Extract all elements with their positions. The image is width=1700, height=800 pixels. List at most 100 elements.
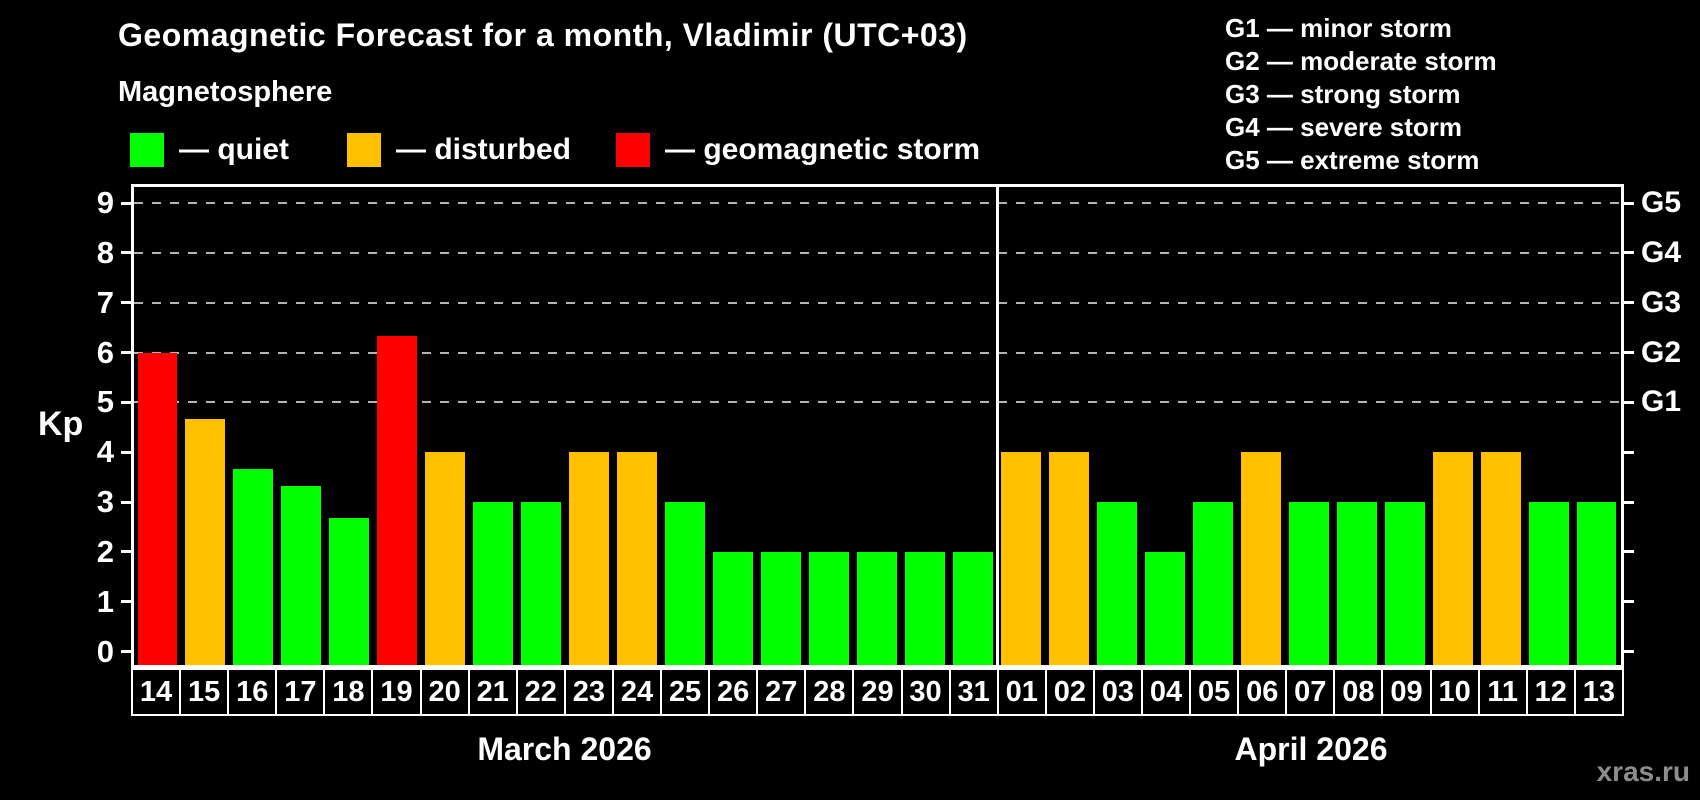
kp-bar-31 (952, 551, 993, 665)
y-tick-right-6 (1624, 351, 1634, 355)
kp-bar-27 (761, 551, 802, 665)
y-tick-right-1 (1624, 600, 1634, 604)
kp-bar-04 (1144, 551, 1185, 665)
y-tick-label-9: 9 (96, 185, 114, 221)
day-cell-12: 12 (1525, 668, 1576, 716)
day-cell-28: 28 (804, 668, 855, 716)
day-cell-04: 04 (1140, 668, 1192, 716)
day-cell-03: 03 (1092, 668, 1143, 716)
right-axis-label-g3: G3 (1641, 285, 1682, 319)
storm-swatch (616, 133, 650, 167)
y-tick-label-3: 3 (96, 484, 114, 519)
y-tick-right-3 (1624, 500, 1634, 504)
day-cell-21: 21 (467, 668, 518, 716)
y-tick-left-0 (121, 650, 131, 653)
day-cell-14: 14 (131, 668, 182, 716)
legend-item-quiet: — quiet (130, 132, 289, 168)
day-cell-27: 27 (756, 668, 807, 716)
y-tick-label-0: 0 (96, 633, 114, 669)
right-axis-label-g4: G4 (1641, 235, 1682, 269)
g-legend-line-g3: G3 — strong storm (1225, 79, 1461, 109)
y-tick-left-3 (121, 500, 131, 504)
day-cell-06: 06 (1237, 668, 1288, 716)
y-tick-right-2 (1624, 550, 1634, 554)
day-cell-07: 07 (1285, 668, 1336, 716)
day-cell-18: 18 (323, 668, 374, 716)
day-cell-11: 11 (1477, 668, 1528, 716)
y-tick-left-6 (121, 351, 131, 355)
kp-bar-03 (1096, 502, 1137, 665)
day-cell-01: 01 (996, 668, 1047, 716)
y-tick-left-1 (121, 600, 131, 604)
day-cell-15: 15 (179, 668, 230, 716)
kp-bar-29 (857, 551, 897, 665)
y-tick-label-2: 2 (96, 533, 114, 569)
watermark: xras.ru (1596, 756, 1690, 787)
day-cell-05: 05 (1189, 668, 1240, 716)
kp-bar-13 (1576, 502, 1617, 665)
y-tick-label-6: 6 (96, 334, 114, 370)
right-axis-label-g5: G5 (1641, 186, 1682, 220)
kp-bar-07 (1288, 502, 1329, 665)
kp-bar-15 (185, 418, 226, 665)
month-label-april: April 2026 (1234, 731, 1388, 767)
y-tick-right-5 (1624, 400, 1634, 404)
kp-bar-25 (665, 502, 706, 665)
g-legend-line-g2: G2 — moderate storm (1225, 46, 1497, 76)
day-cell-13: 13 (1573, 668, 1624, 716)
y-tick-label-4: 4 (96, 434, 114, 470)
kp-bar-06 (1240, 452, 1281, 665)
y-axis-title: Kp (38, 405, 84, 443)
kp-bar-12 (1528, 502, 1569, 665)
kp-bar-14 (137, 352, 178, 665)
y-tick-left-2 (121, 550, 131, 554)
y-tick-right-0 (1624, 650, 1634, 653)
gridline-kp7 (134, 301, 1621, 304)
g-legend-line-g5: G5 — extreme storm (1225, 145, 1480, 175)
kp-bar-17 (281, 485, 322, 665)
kp-bar-08 (1336, 502, 1377, 665)
g-legend-line-g4: G4 — severe storm (1225, 112, 1463, 142)
disturbed-swatch (347, 133, 381, 167)
day-cell-23: 23 (563, 668, 614, 716)
day-cell-19: 19 (371, 668, 422, 716)
y-tick-label-5: 5 (96, 384, 114, 420)
g-legend-line-g1: G1 — minor storm (1225, 13, 1452, 43)
y-tick-right-4 (1624, 450, 1634, 454)
kp-bar-02 (1048, 452, 1089, 665)
y-tick-left-8 (121, 251, 131, 255)
kp-bar-21 (473, 502, 514, 665)
y-tick-left-5 (121, 400, 131, 404)
kp-bar-19 (377, 336, 418, 665)
day-axis-row: 14 15 16 17 18 19 20 21 22 23 24 25 26 27 28 29 30 31 01 02… (131, 668, 1624, 716)
y-tick-left-9 (121, 201, 131, 205)
kp-bar-10 (1432, 452, 1473, 665)
right-axis-label-g1: G1 (1641, 385, 1682, 419)
gridline-kp8 (134, 251, 1621, 254)
kp-bar-20 (425, 452, 466, 665)
y-tick-right-7 (1624, 301, 1634, 305)
month-separator (995, 187, 999, 665)
magnetosphere-subtitle: Magnetosphere (118, 76, 333, 108)
page-title: Geomagnetic Forecast for a month, Vladim… (118, 17, 968, 53)
legend-item-storm: — geomagnetic storm (616, 132, 980, 168)
day-cell-17: 17 (275, 668, 326, 716)
y-tick-left-4 (121, 450, 131, 454)
y-tick-label-7: 7 (96, 284, 114, 320)
kp-bar-22 (521, 502, 562, 665)
legend-label-storm: — geomagnetic storm (665, 133, 981, 166)
day-cell-10: 10 (1429, 668, 1480, 716)
kp-bar-18 (329, 518, 370, 665)
kp-bar-24 (617, 452, 658, 665)
kp-bar-28 (809, 551, 849, 665)
day-cell-24: 24 (611, 668, 663, 716)
day-cell-29: 29 (852, 668, 903, 716)
y-tick-label-1: 1 (96, 583, 114, 619)
kp-bar-23 (569, 452, 610, 665)
plot-area (131, 184, 1624, 668)
kp-bar-11 (1480, 452, 1521, 665)
gridline-kp5 (134, 401, 1621, 404)
day-cell-25: 25 (660, 668, 711, 716)
right-axis-label-g2: G2 (1641, 335, 1682, 369)
